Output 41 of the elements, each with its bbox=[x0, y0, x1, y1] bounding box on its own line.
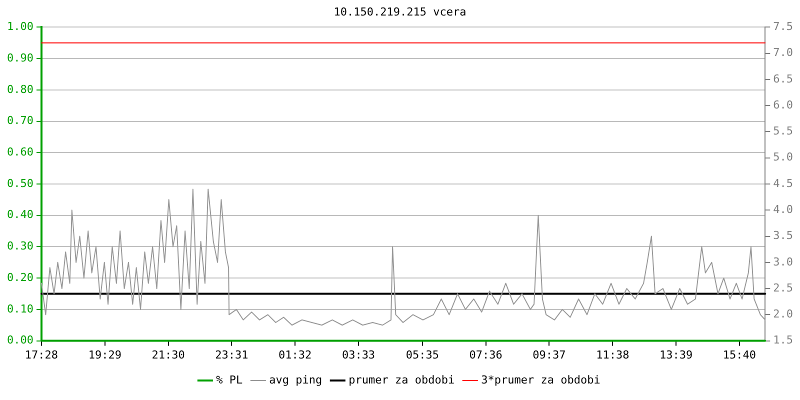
x-tick-label: 23:31 bbox=[215, 348, 248, 362]
y2-tick-label: 2.5 bbox=[773, 281, 794, 294]
y-tick-label: 0.50 bbox=[6, 176, 34, 190]
y2-tick-label: 2.0 bbox=[773, 308, 794, 321]
y-tick-label: 0.40 bbox=[6, 208, 34, 222]
y2-tick-label: 6.5 bbox=[773, 72, 794, 86]
chart-title: 10.150.219.215 vcera bbox=[334, 5, 466, 18]
x-tick-label: 11:38 bbox=[596, 348, 630, 362]
x-tick-label: 05:35 bbox=[406, 348, 439, 362]
y-tick-label: 0.00 bbox=[6, 334, 34, 347]
x-tick-label: 07:36 bbox=[469, 348, 502, 362]
y-tick-label: 0.30 bbox=[6, 240, 34, 253]
y2-tick-label: 6.0 bbox=[773, 98, 794, 112]
y2-tick-label: 3.0 bbox=[773, 255, 794, 268]
x-tick-label: 15:40 bbox=[722, 348, 756, 362]
y-tick-label: 0.10 bbox=[6, 302, 34, 316]
y2-tick-label: 5.0 bbox=[773, 150, 794, 164]
x-tick-label: 17:28 bbox=[24, 348, 58, 362]
y-tick-label: 0.80 bbox=[6, 82, 34, 96]
y2-tick-label: 4.0 bbox=[773, 202, 794, 216]
y2-tick-label: 4.5 bbox=[773, 176, 794, 190]
x-tick-label: 21:30 bbox=[152, 348, 185, 362]
y2-tick-label: 3.5 bbox=[773, 229, 794, 242]
y2-tick-label: 1.5 bbox=[773, 334, 794, 347]
x-tick-label: 09:37 bbox=[532, 348, 566, 362]
y-tick-label: 1.00 bbox=[6, 20, 34, 34]
y-tick-label: 0.70 bbox=[6, 114, 34, 128]
x-tick-label: 01:32 bbox=[278, 348, 312, 362]
y-tick-label: 0.90 bbox=[6, 51, 34, 64]
x-tick-label: 13:39 bbox=[659, 348, 693, 362]
x-tick-label: 19:29 bbox=[88, 348, 122, 362]
y-tick-label: 0.60 bbox=[6, 146, 34, 158]
legend-label: avg ping bbox=[269, 373, 322, 386]
y2-tick-label: 5.5 bbox=[773, 124, 794, 138]
y2-tick-label: 7.0 bbox=[773, 46, 794, 60]
x-tick-label: 03:33 bbox=[342, 348, 376, 362]
legend-label: % PL bbox=[216, 373, 244, 386]
legend-label: 3*prumer za obdobi bbox=[481, 373, 600, 386]
legend-label: prumer za obdobi bbox=[348, 373, 455, 386]
y-tick-label: 0.20 bbox=[6, 270, 34, 284]
y2-tick-label: 7.5 bbox=[773, 20, 794, 34]
